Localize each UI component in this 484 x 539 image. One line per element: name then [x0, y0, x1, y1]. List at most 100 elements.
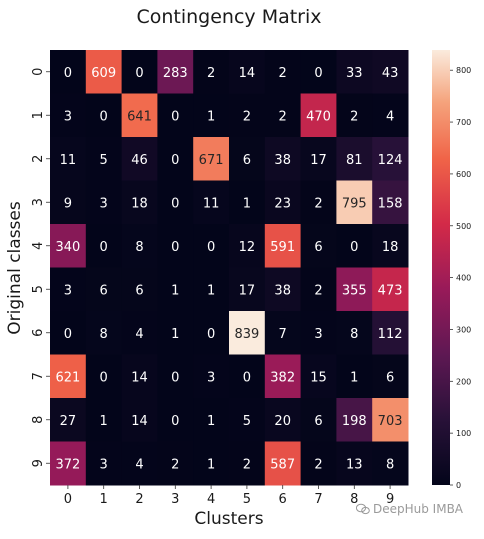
cell-value-label: 0 — [100, 240, 108, 255]
heatmap-cell — [264, 137, 302, 181]
heatmap-cell — [264, 267, 302, 312]
cell-value-label: 2 — [243, 109, 251, 124]
x-tick-label: 3 — [171, 492, 179, 507]
heatmap-cell — [121, 398, 158, 442]
cell-value-label: 198 — [342, 414, 367, 429]
heatmap-cell — [85, 224, 123, 268]
cell-value-label: 0 — [135, 66, 143, 81]
cell-value-label: 17 — [239, 283, 256, 298]
chart-title: Contingency Matrix — [136, 6, 321, 28]
heatmap-cell — [193, 398, 230, 442]
cell-value-label: 8 — [100, 327, 108, 342]
cell-value-label: 6 — [100, 283, 108, 298]
heatmap-cell — [336, 267, 373, 312]
heatmap-cell — [193, 93, 230, 138]
cell-value-label: 473 — [378, 283, 403, 298]
y-tick-label: 4 — [31, 242, 46, 250]
heatmap-cell — [50, 398, 87, 442]
heatmap-cell — [121, 50, 158, 94]
heatmap-cell — [372, 93, 409, 138]
heatmap-cells — [50, 50, 409, 486]
cell-value-label: 703 — [378, 414, 403, 429]
cell-value-label: 6 — [314, 414, 322, 429]
cell-value-label: 43 — [382, 66, 399, 81]
y-axis-label: Original classes — [5, 201, 25, 335]
cell-value-label: 27 — [60, 414, 77, 429]
heatmap-cell — [193, 267, 230, 312]
heatmap-cell — [157, 224, 194, 268]
cell-value-label: 0 — [314, 66, 322, 81]
cell-value-label: 795 — [342, 196, 367, 211]
watermark-text: DeepHub IMBA — [373, 502, 464, 516]
heatmap-cell — [85, 180, 123, 225]
cell-value-label: 8 — [350, 327, 358, 342]
cell-value-label: 8 — [135, 240, 143, 255]
cell-value-label: 0 — [243, 370, 251, 385]
cell-value-label: 6 — [386, 370, 394, 385]
heatmap-cell — [193, 311, 230, 355]
heatmap-cell — [229, 311, 266, 355]
heatmap-cell — [264, 311, 302, 355]
cell-value-label: 609 — [91, 66, 116, 81]
cell-value-label: 3 — [314, 327, 322, 342]
cell-value-label: 0 — [207, 240, 215, 255]
cell-value-label: 0 — [171, 109, 179, 124]
heatmap-cell — [229, 354, 266, 399]
cell-value-label: 0 — [171, 196, 179, 211]
heatmap-cell — [121, 311, 158, 355]
heatmap-cell — [85, 50, 123, 94]
heatmap-cell — [372, 180, 409, 225]
y-tick-label: 7 — [31, 372, 46, 380]
cell-value-label: 470 — [306, 109, 331, 124]
heatmap-cell — [229, 50, 266, 94]
heatmap-cell — [336, 137, 373, 181]
heatmap-cell — [85, 398, 123, 442]
heatmap-cell — [372, 267, 409, 312]
y-tick-label: 8 — [31, 416, 46, 424]
cell-value-label: 587 — [270, 457, 295, 472]
heatmap-cell — [50, 354, 87, 399]
heatmap-cell — [300, 354, 337, 399]
cell-value-label: 33 — [346, 66, 363, 81]
cell-value-label: 2 — [314, 196, 322, 211]
heatmap-cell — [157, 311, 194, 355]
cell-value-label: 17 — [310, 153, 327, 168]
heatmap-cell — [157, 354, 194, 399]
heatmap-cell — [121, 137, 158, 181]
cell-value-label: 14 — [131, 370, 148, 385]
heatmap-cell — [264, 50, 302, 94]
cell-value-label: 5 — [100, 153, 108, 168]
heatmap-cell — [193, 354, 230, 399]
cell-value-label: 2 — [314, 457, 322, 472]
cell-value-label: 18 — [131, 196, 148, 211]
cell-value-label: 15 — [310, 370, 327, 385]
cell-value-label: 0 — [100, 370, 108, 385]
heatmap-cell — [157, 267, 194, 312]
heatmap-cell — [193, 137, 230, 181]
cell-value-label: 0 — [64, 66, 72, 81]
cell-value-label: 839 — [234, 327, 259, 342]
cell-value-label: 2 — [350, 109, 358, 124]
x-tick-label: 4 — [207, 492, 215, 507]
heatmap-cell — [264, 398, 302, 442]
heatmap-cell — [121, 441, 158, 486]
cell-value-label: 14 — [131, 414, 148, 429]
heatmap-cell — [50, 311, 87, 355]
cell-value-label: 621 — [55, 370, 80, 385]
heatmap-cell — [372, 354, 409, 399]
heatmap-cell — [372, 398, 409, 442]
heatmap-cell — [300, 398, 337, 442]
cell-value-label: 0 — [171, 153, 179, 168]
cell-value-label: 1 — [171, 283, 179, 298]
cell-value-label: 7 — [279, 327, 287, 342]
cell-value-label: 12 — [239, 240, 256, 255]
heatmap-cell — [300, 93, 337, 138]
heatmap-cell — [193, 224, 230, 268]
cell-value-label: 38 — [274, 153, 291, 168]
heatmap-cell — [85, 137, 123, 181]
x-tick-label: 7 — [314, 492, 322, 507]
cell-value-label: 3 — [207, 370, 215, 385]
cell-value-label: 0 — [100, 109, 108, 124]
cell-value-label: 372 — [55, 457, 80, 472]
heatmap-cell-labels: 0 609 0 283 2 14 2 0 33 433 0 641 0 1 2 2 470 2 411 5 46 0 671… — [55, 66, 402, 473]
